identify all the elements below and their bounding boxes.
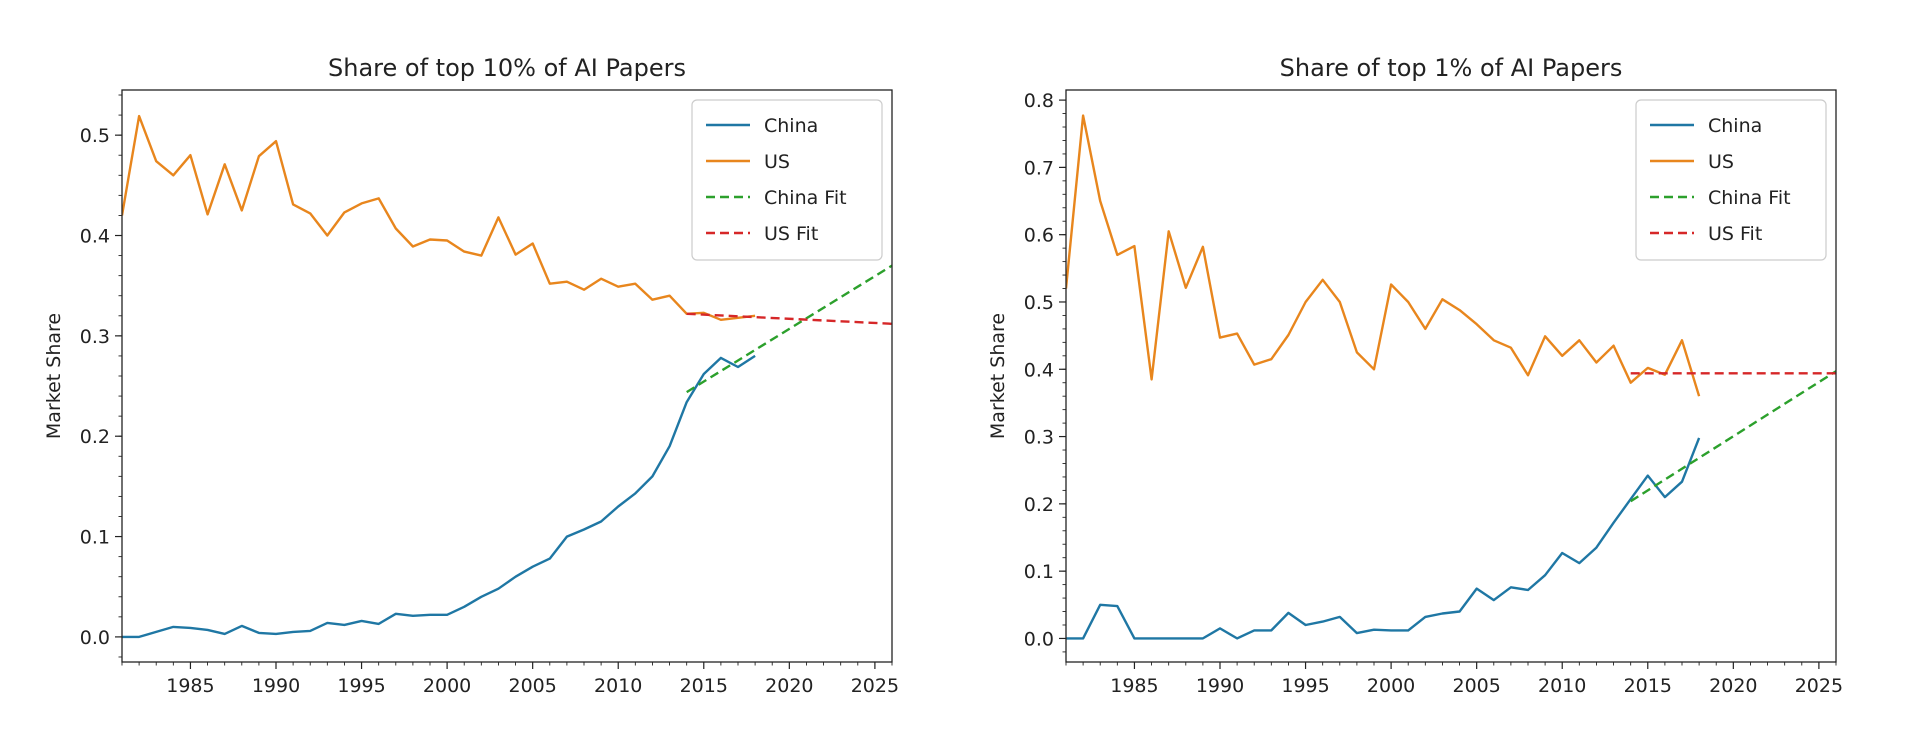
chart-1-xtick-label: 2005 xyxy=(1452,675,1500,697)
chart-1-series-us xyxy=(1066,114,1701,397)
chart-0-ytick-label: 0.0 xyxy=(80,627,110,649)
chart-1-xtick-label: 1995 xyxy=(1281,675,1329,697)
chart-0-xtick-label: 2020 xyxy=(765,675,813,697)
chart-1-xtick-label: 2000 xyxy=(1367,675,1415,697)
chart-1-xtick-label: 1985 xyxy=(1110,675,1158,697)
chart-1-title: Share of top 1% of AI Papers xyxy=(1280,54,1623,82)
chart-1-xtick-label: 2025 xyxy=(1795,675,1843,697)
chart-0-legend-label-china: China xyxy=(764,115,818,137)
chart-1-ytick-label: 0.4 xyxy=(1024,359,1054,381)
chart-0-legend-label-us-fit: US Fit xyxy=(764,223,818,245)
chart-1-ytick-label: 0.0 xyxy=(1024,628,1054,650)
chart-0-xtick-label: 2010 xyxy=(594,675,642,697)
chart-top1: Share of top 1% of AI Papers Market Share… xyxy=(987,54,1843,697)
chart-0-ytick-label: 0.2 xyxy=(80,426,110,448)
chart-1-ytick-label: 0.6 xyxy=(1024,225,1054,247)
chart-0-xtick-label: 1990 xyxy=(252,675,300,697)
chart-1-ytick-label: 0.1 xyxy=(1024,561,1054,583)
chart-1-xtick-label: 2010 xyxy=(1538,675,1586,697)
chart-1-legend-label-china-fit: China Fit xyxy=(1708,187,1791,209)
chart-1-xtick-label: 2020 xyxy=(1709,675,1757,697)
chart-1-series-china xyxy=(1066,437,1701,640)
chart-0-ytick-label: 0.5 xyxy=(80,125,110,147)
chart-1-ytick-label: 0.5 xyxy=(1024,292,1054,314)
chart-0-xtick-label: 1985 xyxy=(166,675,214,697)
chart-1-legend-label-us: US xyxy=(1708,151,1734,173)
chart-1-legend-label-us-fit: US Fit xyxy=(1708,223,1762,245)
chart-0-series-china xyxy=(122,354,756,639)
chart-1-ytick-label: 0.7 xyxy=(1024,157,1054,179)
chart-0-ylabel: Market Share xyxy=(43,313,65,439)
chart-1-xtick-label: 1990 xyxy=(1196,675,1244,697)
chart-0-series-china-fit xyxy=(686,264,892,394)
chart-0-xtick-label: 2015 xyxy=(680,675,728,697)
chart-1-series-china-fit xyxy=(1630,370,1836,503)
chart-0-legend-box xyxy=(691,99,883,261)
chart-0-xtick-label: 2000 xyxy=(423,675,471,697)
chart-1-ytick-label: 0.3 xyxy=(1024,427,1054,449)
chart-1-ylabel: Market Share xyxy=(987,313,1009,439)
chart-0-legend-label-china-fit: China Fit xyxy=(764,187,847,209)
chart-0-title: Share of top 10% of AI Papers xyxy=(328,54,686,82)
chart-0-legend-label-us: US xyxy=(764,151,790,173)
chart-0-xtick-label: 2005 xyxy=(508,675,556,697)
chart-0-ytick-label: 0.4 xyxy=(80,226,110,248)
chart-0-series-us xyxy=(122,114,756,321)
chart-0-series-us-fit xyxy=(686,312,892,325)
chart-1-ytick-label: 0.8 xyxy=(1024,90,1054,112)
chart-0-legend: China US China Fit US Fit xyxy=(691,99,883,261)
chart-0-ytick-label: 0.3 xyxy=(80,326,110,348)
chart-1-legend-box xyxy=(1635,99,1827,261)
chart-1-legend-label-china: China xyxy=(1708,115,1762,137)
chart-1-ytick-label: 0.2 xyxy=(1024,494,1054,516)
chart-top10: Share of top 10% of AI Papers Market Shar… xyxy=(43,54,899,697)
chart-0-plot-frame xyxy=(121,89,893,663)
chart-1-legend: China US China Fit US Fit xyxy=(1635,99,1827,261)
chart-0-xtick-label: 2025 xyxy=(851,675,899,697)
chart-1-xtick-label: 2015 xyxy=(1624,675,1672,697)
chart-0-xtick-label: 1995 xyxy=(337,675,385,697)
chart-0-ytick-label: 0.1 xyxy=(80,527,110,549)
chart-1-plot-frame xyxy=(1065,89,1837,663)
